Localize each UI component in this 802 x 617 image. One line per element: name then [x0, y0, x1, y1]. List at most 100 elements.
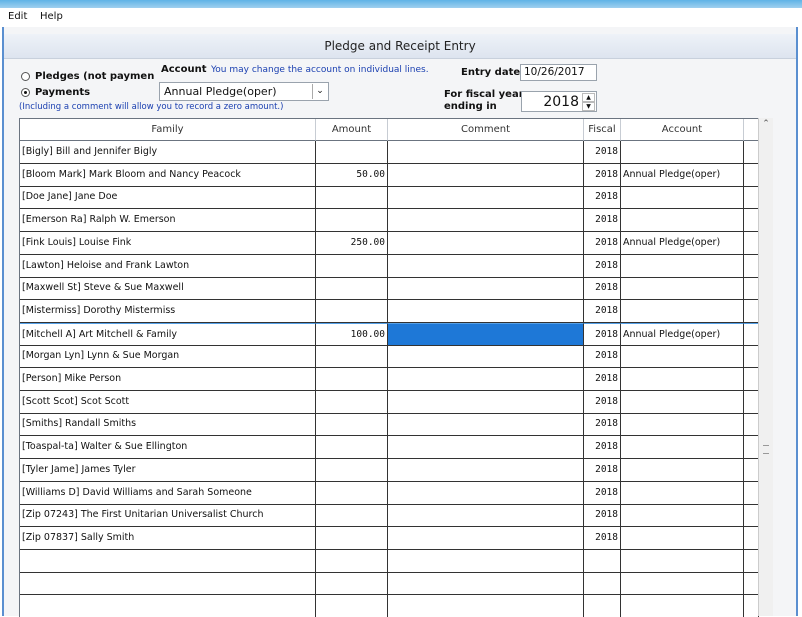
cell-fiscal[interactable]: 2018 — [584, 436, 621, 460]
cell-fiscal[interactable]: 2018 — [584, 368, 621, 391]
cell-family[interactable]: [Morgan Lyn] Lynn & Sue Morgan — [20, 345, 316, 369]
cell-family[interactable] — [20, 572, 316, 596]
cell-fiscal[interactable]: 2018 — [584, 481, 621, 505]
cell-account[interactable] — [621, 595, 744, 617]
cell-comment[interactable] — [388, 186, 584, 210]
cell-comment[interactable] — [388, 413, 584, 437]
cell-fiscal[interactable] — [584, 572, 621, 596]
cell-fiscal[interactable]: 2018 — [584, 504, 621, 528]
cell-account[interactable] — [621, 526, 744, 550]
cell-amount[interactable] — [316, 413, 388, 437]
cell-comment[interactable] — [388, 526, 584, 550]
cell-amount[interactable]: 50.00 — [316, 163, 388, 187]
column-header-amount[interactable]: Amount — [316, 119, 388, 141]
cell-fiscal[interactable]: 2018 — [584, 299, 621, 323]
cell-comment[interactable] — [388, 458, 584, 482]
cell-amount[interactable] — [316, 299, 388, 323]
cell-family[interactable]: [Mitchell A] Art Mitchell & Family — [20, 322, 316, 346]
cell-amount[interactable] — [316, 526, 388, 550]
cell-amount[interactable] — [316, 572, 388, 596]
cell-account[interactable] — [621, 368, 744, 391]
cell-family[interactable]: [Zip 07837] Sally Smith — [20, 526, 316, 550]
cell-comment[interactable] — [388, 141, 584, 164]
cell-amount[interactable] — [316, 504, 388, 528]
cell-amount[interactable] — [316, 436, 388, 460]
scroll-thumb[interactable] — [763, 445, 769, 454]
cell-amount[interactable] — [316, 595, 388, 617]
cell-account[interactable]: Annual Pledge(oper) — [621, 322, 744, 346]
cell-family[interactable]: [Lawton] Heloise and Frank Lawton — [20, 254, 316, 278]
account-dropdown[interactable]: Annual Pledge(oper) ⌄ — [159, 82, 329, 101]
cell-amount[interactable] — [316, 390, 388, 414]
cell-family[interactable]: [Tyler Jame] James Tyler — [20, 458, 316, 482]
cell-family[interactable]: [Mistermiss] Dorothy Mistermiss — [20, 299, 316, 323]
cell-comment[interactable] — [388, 368, 584, 391]
cell-comment[interactable] — [388, 549, 584, 573]
cell-account[interactable] — [621, 481, 744, 505]
radio-pledges[interactable] — [21, 72, 30, 81]
cell-comment[interactable] — [388, 209, 584, 233]
cell-family[interactable] — [20, 549, 316, 573]
cell-amount[interactable] — [316, 458, 388, 482]
cell-family[interactable]: [Zip 07243] The First Unitarian Universa… — [20, 504, 316, 528]
cell-fiscal[interactable] — [584, 549, 621, 573]
cell-family[interactable]: [Williams D] David Williams and Sarah So… — [20, 481, 316, 505]
column-header-family[interactable]: Family — [20, 119, 316, 141]
radio-payments[interactable] — [21, 88, 30, 97]
entry-date-input[interactable]: 10/26/2017 — [520, 64, 597, 81]
cell-fiscal[interactable]: 2018 — [584, 209, 621, 233]
cell-comment[interactable] — [388, 572, 584, 596]
cell-account[interactable] — [621, 299, 744, 323]
fiscal-year-spinner[interactable]: 2018 ▲ ▼ — [521, 91, 597, 112]
cell-family[interactable] — [20, 595, 316, 617]
cell-account[interactable] — [621, 277, 744, 301]
cell-amount[interactable] — [316, 549, 388, 573]
cell-fiscal[interactable]: 2018 — [584, 231, 621, 255]
spin-up[interactable]: ▲ — [582, 93, 595, 102]
cell-comment[interactable] — [388, 322, 584, 346]
cell-fiscal[interactable]: 2018 — [584, 254, 621, 278]
cell-fiscal[interactable]: 2018 — [584, 413, 621, 437]
cell-fiscal[interactable]: 2018 — [584, 345, 621, 369]
cell-family[interactable]: [Toaspal-ta] Walter & Sue Ellington — [20, 436, 316, 460]
cell-account[interactable] — [621, 254, 744, 278]
cell-family[interactable]: [Bloom Mark] Mark Bloom and Nancy Peacoc… — [20, 163, 316, 187]
column-header-fiscal[interactable]: Fiscal — [584, 119, 621, 141]
cell-family[interactable]: [Person] Mike Person — [20, 368, 316, 391]
cell-amount[interactable] — [316, 481, 388, 505]
cell-account[interactable] — [621, 413, 744, 437]
cell-account[interactable] — [621, 572, 744, 596]
cell-fiscal[interactable]: 2018 — [584, 277, 621, 301]
cell-comment[interactable] — [388, 481, 584, 505]
cell-fiscal[interactable]: 2018 — [584, 163, 621, 187]
cell-comment[interactable] — [388, 254, 584, 278]
cell-comment[interactable] — [388, 299, 584, 323]
cell-fiscal[interactable]: 2018 — [584, 322, 621, 346]
cell-account[interactable]: Annual Pledge(oper) — [621, 231, 744, 255]
cell-amount[interactable] — [316, 368, 388, 391]
column-header-comment[interactable]: Comment — [388, 119, 584, 141]
cell-account[interactable] — [621, 549, 744, 573]
cell-comment[interactable] — [388, 277, 584, 301]
cell-comment[interactable] — [388, 231, 584, 255]
menu-edit[interactable]: Edit — [8, 11, 28, 22]
cell-amount[interactable] — [316, 277, 388, 301]
menu-help[interactable]: Help — [40, 11, 63, 22]
cell-amount[interactable] — [316, 254, 388, 278]
cell-amount[interactable] — [316, 186, 388, 210]
cell-account[interactable]: Annual Pledge(oper) — [621, 163, 744, 187]
cell-fiscal[interactable]: 2018 — [584, 458, 621, 482]
cell-account[interactable] — [621, 209, 744, 233]
cell-fiscal[interactable]: 2018 — [584, 526, 621, 550]
scroll-up[interactable]: ⌃ — [762, 119, 770, 129]
cell-account[interactable] — [621, 345, 744, 369]
cell-family[interactable]: [Maxwell St] Steve & Sue Maxwell — [20, 277, 316, 301]
cell-account[interactable] — [621, 390, 744, 414]
cell-comment[interactable] — [388, 595, 584, 617]
cell-comment[interactable] — [388, 345, 584, 369]
cell-comment[interactable] — [388, 504, 584, 528]
cell-account[interactable] — [621, 141, 744, 164]
cell-family[interactable]: [Scott Scot] Scot Scott — [20, 390, 316, 414]
cell-amount[interactable] — [316, 141, 388, 164]
radio-pledges-label[interactable]: Pledges (not paymen — [35, 71, 155, 82]
